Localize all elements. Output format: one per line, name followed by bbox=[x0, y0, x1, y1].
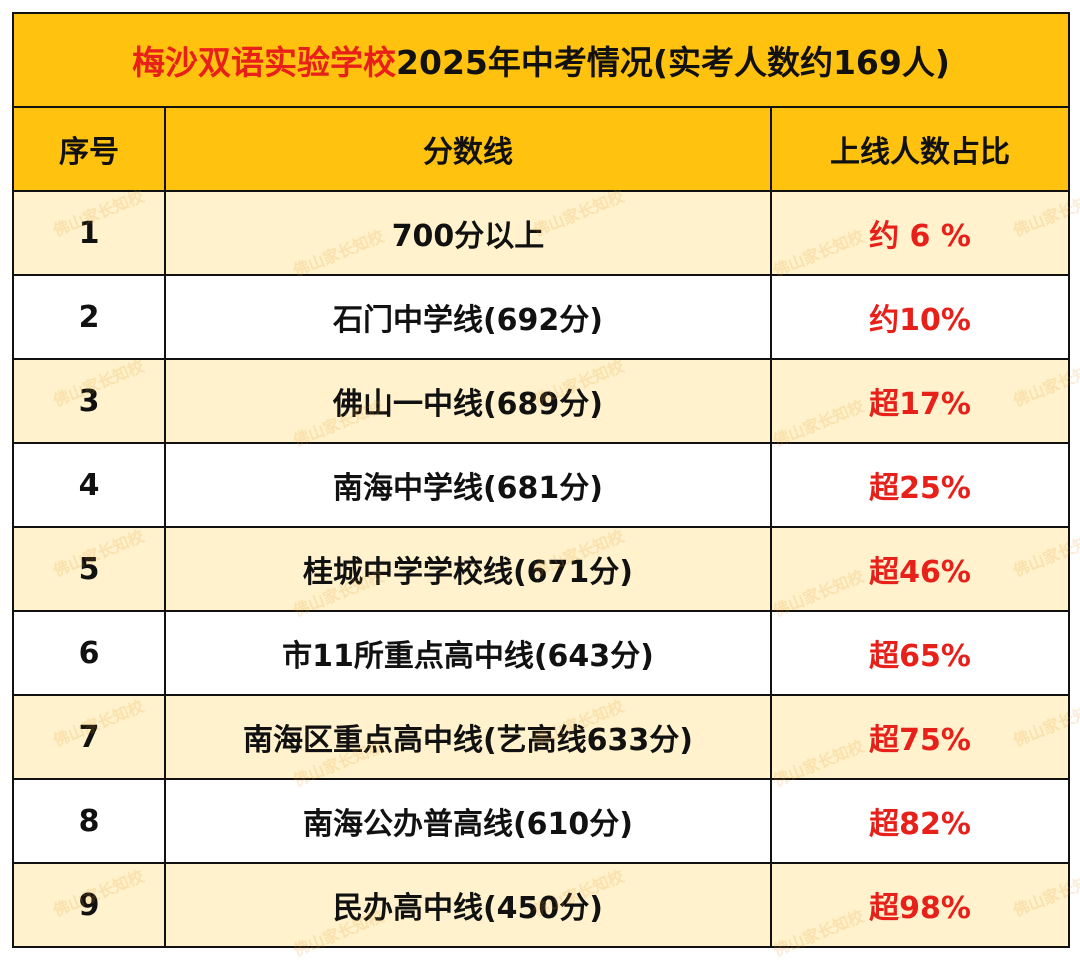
score-line: 南海中学线(681分) bbox=[164, 442, 772, 528]
ratio: 约10% bbox=[769, 274, 1071, 360]
table-row: 3 佛山一中线(689分) 超17% bbox=[12, 358, 1071, 444]
title-rest: 2025年中考情况(实考人数约169人) bbox=[396, 43, 950, 82]
score-line: 南海公办普高线(610分) bbox=[164, 778, 772, 864]
row-number: 3 bbox=[12, 358, 166, 444]
ratio: 超46% bbox=[769, 526, 1071, 612]
header-cell: 上线人数占比 bbox=[769, 106, 1071, 192]
table-row: 9 民办高中线(450分) 超98% bbox=[12, 862, 1071, 948]
row-number: 9 bbox=[12, 862, 166, 948]
ratio: 约 6 % bbox=[769, 190, 1071, 276]
title-cell: 梅沙双语实验学校2025年中考情况(实考人数约169人) bbox=[11, 12, 1071, 108]
header-cell: 分数线 bbox=[164, 106, 772, 192]
ratio: 超25% bbox=[769, 442, 1071, 528]
table-wrap: 梅沙双语实验学校2025年中考情况(实考人数约169人) 序号 分数线 上线人数… bbox=[11, 12, 1071, 948]
table-row: 2 石门中学线(692分) 约10% bbox=[12, 274, 1071, 360]
title-school: 梅沙双语实验学校 bbox=[132, 43, 397, 82]
row-number: 4 bbox=[12, 442, 166, 528]
row-number: 7 bbox=[12, 694, 166, 780]
score-line: 市11所重点高中线(643分) bbox=[164, 610, 772, 696]
score-table: 梅沙双语实验学校2025年中考情况(实考人数约169人) 序号 分数线 上线人数… bbox=[11, 12, 1071, 948]
score-line: 南海区重点高中线(艺高线633分) bbox=[164, 694, 772, 780]
header-cell: 序号 bbox=[12, 106, 166, 192]
row-number: 6 bbox=[12, 610, 166, 696]
score-line: 700分以上 bbox=[164, 190, 772, 276]
ratio: 超65% bbox=[769, 610, 1071, 696]
score-line: 桂城中学学校线(671分) bbox=[164, 526, 772, 612]
row-number: 5 bbox=[12, 526, 166, 612]
ratio: 超82% bbox=[769, 778, 1071, 864]
table-row: 4 南海中学线(681分) 超25% bbox=[12, 442, 1071, 528]
score-line: 佛山一中线(689分) bbox=[164, 358, 772, 444]
table-row: 6 市11所重点高中线(643分) 超65% bbox=[12, 610, 1071, 696]
ratio: 超75% bbox=[769, 694, 1071, 780]
row-number: 8 bbox=[12, 778, 166, 864]
ratio: 超17% bbox=[769, 358, 1071, 444]
score-line: 石门中学线(692分) bbox=[164, 274, 772, 360]
table-body: 梅沙双语实验学校2025年中考情况(实考人数约169人) 序号 分数线 上线人数… bbox=[11, 12, 1071, 948]
header-row: 序号 分数线 上线人数占比 bbox=[12, 106, 1071, 192]
table-row: 8 南海公办普高线(610分) 超82% bbox=[12, 778, 1071, 864]
ratio: 超98% bbox=[769, 862, 1071, 948]
row-number: 2 bbox=[12, 274, 166, 360]
table-row: 5 桂城中学学校线(671分) 超46% bbox=[12, 526, 1071, 612]
score-line: 民办高中线(450分) bbox=[164, 862, 772, 948]
table-row: 7 南海区重点高中线(艺高线633分) 超75% bbox=[12, 694, 1071, 780]
title-row: 梅沙双语实验学校2025年中考情况(实考人数约169人) bbox=[11, 12, 1071, 108]
table-row: 1 700分以上约 6 % bbox=[12, 190, 1071, 276]
row-number: 1 bbox=[12, 190, 166, 276]
